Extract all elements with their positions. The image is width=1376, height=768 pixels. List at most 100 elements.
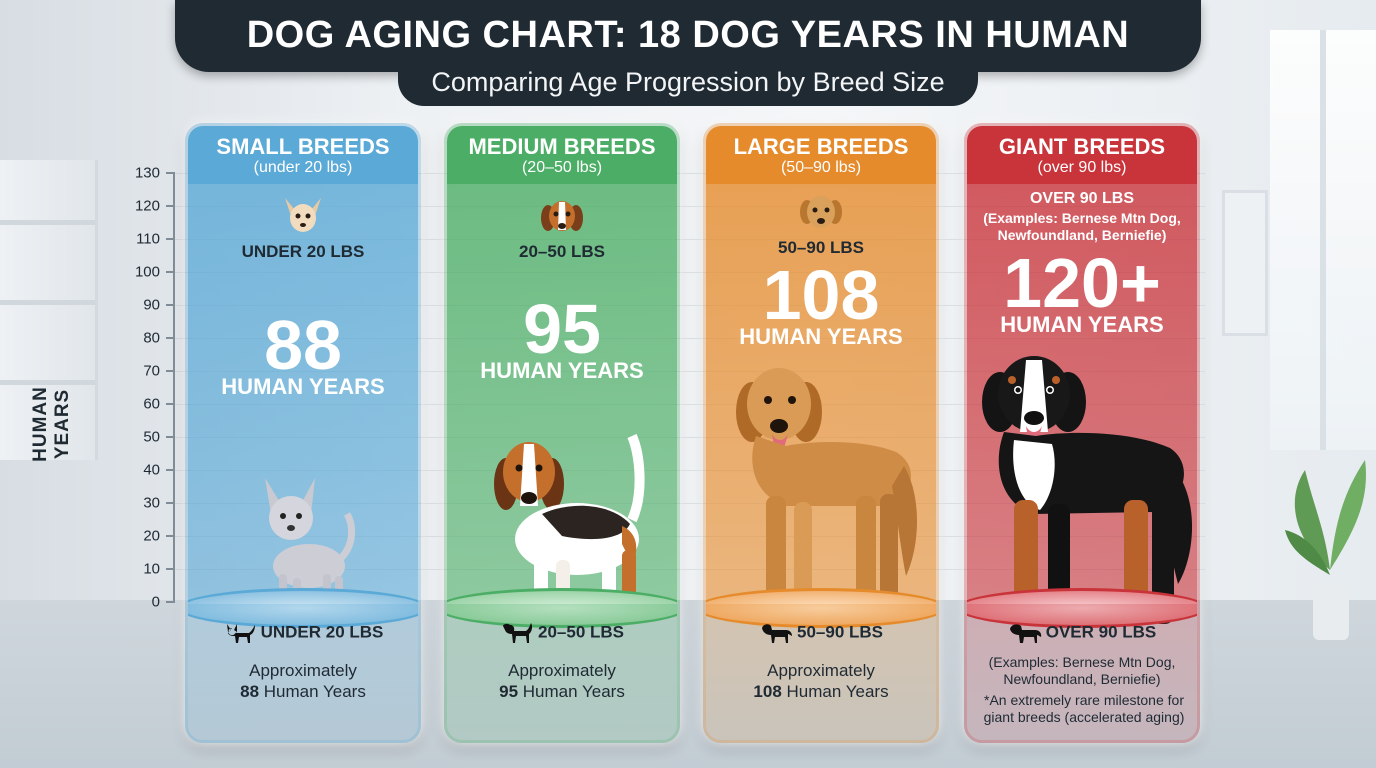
panel-footer: OVER 90 LBS (Examples: Bernese Mtn Dog, …: [967, 604, 1197, 740]
pedestal: [706, 588, 936, 628]
bar-value-marker: [964, 206, 1200, 208]
y-tick-label: 60: [143, 395, 160, 413]
y-tick-label: 100: [134, 263, 160, 281]
footer-value: 95: [499, 682, 519, 702]
panel-bar-area: 50–90 LBS 108 HUMAN YEARS: [706, 184, 936, 616]
panel-weight-label: OVER 90 LBS: [1029, 190, 1135, 207]
footer-weight-label: 50–90 LBS: [797, 622, 883, 642]
panel-header: GIANT BREEDS (over 90 lbs): [967, 126, 1197, 184]
gridline: [175, 305, 1205, 306]
panel-bar-area: OVER 90 LBS (Examples: Bernese Mtn Dog, …: [967, 184, 1197, 624]
footer-examples: (Examples: Bernese Mtn Dog, Newfoundland…: [988, 654, 1176, 687]
background-window: [1270, 30, 1376, 450]
chihuahua-icon: [285, 198, 321, 232]
y-tick-mark: [166, 502, 175, 504]
gridline: [175, 437, 1205, 438]
footer-unit: Human Years: [786, 682, 889, 702]
y-tick-mark: [166, 205, 175, 207]
gridline: [175, 470, 1205, 471]
panel-weight-range: (under 20 lbs): [253, 159, 353, 176]
value-label: 108: [762, 256, 880, 334]
gridline: [175, 503, 1205, 504]
gridline: [175, 404, 1205, 405]
y-tick-label: 30: [143, 494, 160, 512]
panel-title: GIANT BREEDS: [998, 134, 1166, 159]
chihuahua-figure: [265, 478, 355, 618]
y-tick-label: 50: [143, 428, 160, 446]
value-label: 120+: [1003, 244, 1161, 322]
y-tick-mark: [166, 304, 175, 306]
panel-weight-label: UNDER 20 LBS: [241, 242, 365, 261]
plant-icon: [1285, 460, 1366, 640]
value-unit-label: HUMAN YEARS: [221, 374, 385, 399]
pedestal: [188, 588, 418, 628]
panel-bar-area: 20–50 LBS 95 HUMAN YEARS: [447, 184, 677, 620]
value-unit-label: HUMAN YEARS: [1000, 312, 1164, 337]
y-tick-mark: [166, 172, 175, 174]
panel-weight-range: (20–50 lbs): [521, 159, 603, 176]
panel-header: LARGE BREEDS (50–90 lbs): [706, 126, 936, 184]
value-label: 95: [523, 290, 601, 368]
footer-approx-label: Approximately: [508, 661, 616, 680]
footer-summary: Approximately 95 Human Years: [447, 660, 677, 703]
y-axis-title: HUMAN YEARS: [30, 386, 73, 462]
panel-title: MEDIUM BREEDS: [468, 134, 656, 159]
footer-weight: 50–90 LBS: [706, 622, 936, 644]
footer-weight: OVER 90 LBS: [967, 622, 1197, 644]
footer-weight-label: UNDER 20 LBS: [260, 622, 384, 642]
panel-bar-area: UNDER 20 LBS 88 HUMAN YEARS: [188, 184, 418, 618]
footer-weight: 20–50 LBS: [447, 622, 677, 644]
panel-weight-label: 50–90 LBS: [778, 238, 864, 257]
beagle-icon: [541, 201, 583, 231]
panel-header: SMALL BREEDS (under 20 lbs): [188, 126, 418, 184]
bernese-silhouette-icon: [1009, 624, 1041, 643]
gridline: [175, 239, 1205, 240]
bar-value-marker: [444, 289, 680, 291]
chart-subtitle: Comparing Age Progression by Breed Size: [431, 67, 945, 97]
footer-summary: Approximately 88 Human Years: [188, 660, 418, 703]
footer-approx-label: Approximately: [249, 661, 357, 680]
panel-examples: (Examples: Bernese Mtn Dog, Newfoundland…: [983, 210, 1181, 243]
y-tick-label: 80: [143, 329, 160, 347]
y-tick-label: 40: [143, 461, 160, 479]
y-tick-mark: [166, 337, 175, 339]
background-picture-frame: [1222, 190, 1268, 336]
panel-weight-range: (50–90 lbs): [780, 159, 862, 176]
pedestal: [447, 588, 677, 628]
y-tick-mark: [166, 469, 175, 471]
beagle-figure: [494, 433, 645, 620]
y-tick-mark: [166, 436, 175, 438]
beagle-silhouette-icon: [503, 623, 533, 643]
panel-medium-breeds: MEDIUM BREEDS (20–50 lbs) 20–50 LBS 95 H…: [444, 123, 680, 743]
panel-large-breeds: LARGE BREEDS (50–90 lbs) 50–90 LBS 108 H…: [703, 123, 939, 743]
y-tick-label: 20: [143, 527, 160, 545]
gridline: [175, 371, 1205, 372]
value-unit-label: HUMAN YEARS: [480, 358, 644, 383]
y-tick-label: 70: [143, 362, 160, 380]
gridline: [175, 173, 1205, 174]
pedestal: [967, 588, 1197, 628]
y-tick-mark: [166, 238, 175, 240]
footer-summary: Approximately 108 Human Years: [706, 660, 936, 703]
golden-retriever-figure: [736, 368, 917, 616]
y-axis-line: [173, 173, 175, 603]
y-tick-mark: [166, 370, 175, 372]
retriever-silhouette-icon: [762, 624, 792, 643]
y-tick-label: 0: [151, 593, 160, 611]
panel-weight-label: 20–50 LBS: [519, 242, 605, 261]
panel-weight-range: (over 90 lbs): [1037, 159, 1127, 176]
footer-weight-label: OVER 90 LBS: [1045, 622, 1157, 642]
panel-header: MEDIUM BREEDS (20–50 lbs): [447, 126, 677, 184]
footer-unit: Human Years: [263, 682, 366, 702]
y-tick-mark: [166, 601, 175, 603]
footer-weight-label: 20–50 LBS: [538, 622, 624, 642]
background-shelf: [0, 160, 98, 460]
background-floor: [0, 600, 1376, 768]
panel-small-breeds: SMALL BREEDS (under 20 lbs) UNDER 20 LBS…: [185, 123, 421, 743]
footer-note: *An extremely rare milestone for giant b…: [983, 692, 1185, 725]
gridline: [175, 536, 1205, 537]
y-tick-mark: [166, 403, 175, 405]
panel-title: LARGE BREEDS: [733, 134, 909, 159]
gridline: [175, 272, 1205, 273]
y-tick-label: 90: [143, 296, 160, 314]
